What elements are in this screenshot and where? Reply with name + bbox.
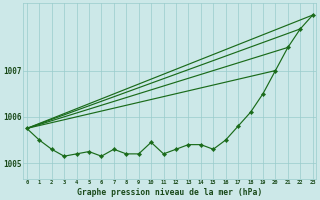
X-axis label: Graphe pression niveau de la mer (hPa): Graphe pression niveau de la mer (hPa) [77,188,262,197]
